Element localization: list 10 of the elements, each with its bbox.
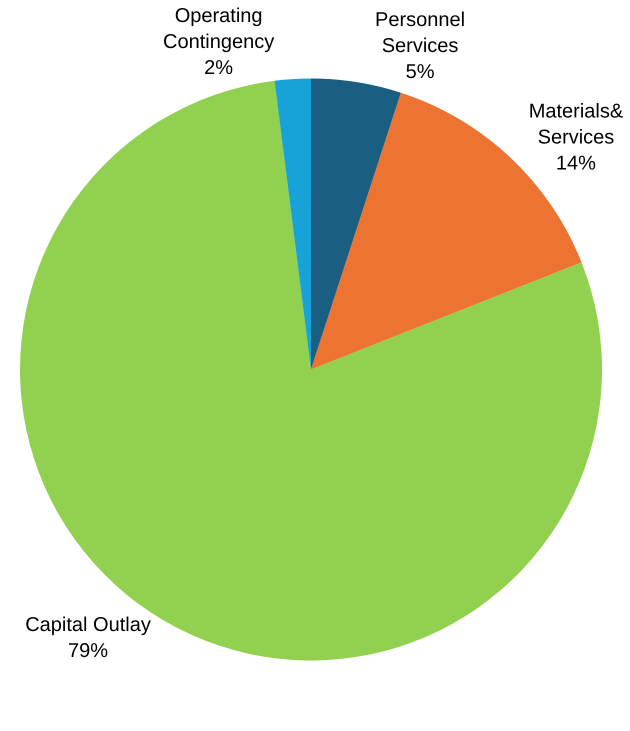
slice-label: Capital Outlay: [25, 614, 151, 636]
slice-label: Personnel Services: [375, 8, 466, 57]
pie-slice: [311, 78, 401, 370]
data-label: 14%: [556, 152, 596, 175]
data-label: 79%: [68, 640, 108, 662]
pie-slice: [274, 78, 311, 370]
data-label: 2%: [204, 57, 234, 80]
data-label: 5%: [406, 60, 435, 83]
slice-label: Materials& Services: [528, 100, 624, 149]
slice-label: Operating Contingency: [163, 5, 274, 54]
